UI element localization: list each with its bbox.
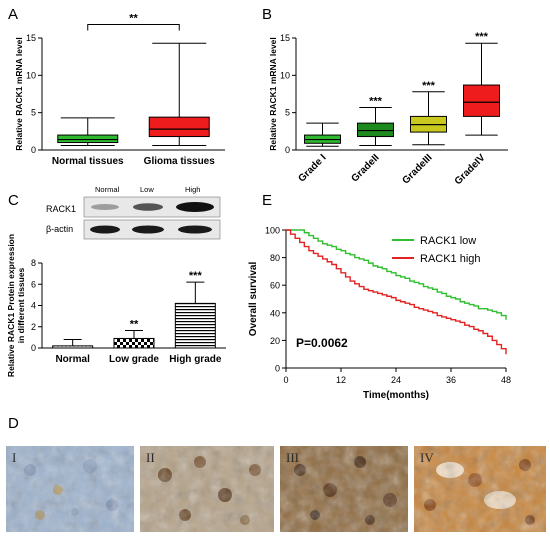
blot-band-rack1-high (176, 202, 214, 212)
chart-b-box (463, 84, 500, 117)
blot-band-rack1-normal (91, 204, 119, 210)
chart-a-ytick-label: 15 (26, 33, 36, 43)
chart-c-significance: ** (130, 318, 139, 330)
panel-letter-d: D (8, 415, 19, 432)
chart-a-category-label: Normal tissues (52, 156, 124, 167)
chart-b-ytick-label: 5 (285, 108, 290, 118)
chart-e-xtick-label: 12 (336, 375, 346, 385)
chart-e-series-line (286, 229, 507, 320)
blot-header-normal: Normal (95, 185, 120, 194)
chart-b-box (357, 122, 394, 138)
chart-c-y-axis-label: Relative RACK1 Protein expression (6, 234, 16, 377)
chart-c-ytick-label: 6 (31, 279, 36, 289)
ihc-label-3: III (286, 450, 299, 465)
ihc-image-grade-3: III (280, 446, 408, 532)
chart-b-significance: *** (475, 31, 489, 43)
western-blot: Normal Low High RACK1 β-actin (46, 185, 221, 240)
chart-b-significance: *** (422, 80, 436, 92)
chart-a-box (57, 134, 119, 144)
chart-c-significance: *** (189, 270, 203, 282)
blot-band-actin-high (178, 225, 212, 234)
chart-c-y-axis-label-2: in different tissues (16, 267, 26, 343)
chart-e-xtick-label: 24 (391, 375, 401, 385)
ihc-label-2: II (146, 450, 155, 465)
chart-e-xtick-label: 0 (283, 375, 288, 385)
chart-c-ytick-label: 8 (31, 258, 36, 268)
chart-a-significance: ** (129, 13, 138, 25)
chart-e-p-value: P=0.0062 (296, 336, 348, 350)
ihc-label-4: IV (420, 450, 434, 465)
chart-e-survival: 0 20 40 60 80 100 0 12 24 36 48 Time(months) Overall… (248, 226, 511, 402)
chart-e-y-axis-label: Overall survival (248, 262, 259, 337)
chart-b-category-label: GradeIV (453, 152, 488, 187)
chart-e-ytick-label: 60 (270, 281, 280, 291)
blot-band-actin-normal (90, 225, 120, 234)
chart-c-barchart: 0 2 4 6 8 Relative RACK1 Protein expression in… (6, 234, 226, 377)
chart-a-y-axis-label: Relative RACK1 mRNA level (14, 37, 24, 151)
chart-a-significance-bracket (87, 24, 180, 31)
chart-e-ytick-label: 100 (265, 226, 280, 236)
chart-c-bar (52, 345, 94, 349)
chart-a-category-label: Glioma tissues (144, 156, 216, 167)
chart-e-ytick-label: 0 (275, 364, 280, 374)
panel-letter-c: C (8, 192, 19, 209)
chart-b-category-label: Grade I (296, 152, 328, 184)
chart-b-significance: *** (369, 95, 383, 107)
blot-band-rack1-low (133, 203, 163, 211)
panel-letter-a: A (8, 6, 18, 23)
chart-c-category-label: Normal (55, 354, 90, 365)
chart-b-y-axis-label: Relative RACK1 mRNA level (268, 37, 278, 151)
blot-header-high: High (185, 185, 200, 194)
ihc-images: I II III (6, 446, 546, 532)
chart-c-bar (113, 337, 155, 349)
chart-b-ytick-label: 10 (280, 70, 290, 80)
chart-e-legend-label: RACK1 low (420, 235, 476, 247)
chart-b-category-label: GradeIII (401, 152, 435, 186)
chart-e-ytick-label: 40 (270, 308, 280, 318)
blot-row-actin: β-actin (46, 224, 73, 234)
chart-a-ytick-label: 10 (26, 70, 36, 80)
chart-b-category-label: GradeII (349, 152, 381, 184)
panel-letter-b: B (262, 6, 272, 23)
chart-e-xtick-label: 36 (446, 375, 456, 385)
chart-c-bar (174, 302, 216, 349)
chart-e-ytick-label: 20 (270, 336, 280, 346)
ihc-image-grade-2: II (140, 446, 274, 532)
chart-c-category-label: High grade (169, 354, 222, 365)
chart-c-ytick-label: 4 (31, 301, 36, 311)
chart-c-ytick-label: 0 (31, 343, 36, 353)
chart-a-ytick-label: 0 (31, 145, 36, 155)
ihc-image-grade-4: IV (414, 446, 546, 532)
chart-b-ytick-label: 0 (285, 145, 290, 155)
chart-e-ytick-label: 80 (270, 253, 280, 263)
chart-a-box (148, 116, 210, 138)
ihc-image-grade-1: I (6, 446, 134, 532)
chart-e-series-line (286, 229, 507, 355)
chart-e-x-axis-label: Time(months) (363, 390, 429, 401)
panel-letter-e: E (262, 192, 272, 209)
chart-c-category-label: Low grade (109, 354, 159, 365)
chart-a-ytick-label: 5 (31, 108, 36, 118)
chart-e-xtick-label: 48 (501, 375, 511, 385)
blot-row-rack1: RACK1 (46, 204, 76, 214)
blot-band-actin-low (132, 225, 164, 234)
ihc-label-1: I (12, 450, 16, 465)
blot-header-low: Low (140, 185, 154, 194)
chart-c-ytick-label: 2 (31, 322, 36, 332)
chart-b-ytick-label: 15 (280, 33, 290, 43)
chart-e-legend-label: RACK1 high (420, 253, 481, 265)
